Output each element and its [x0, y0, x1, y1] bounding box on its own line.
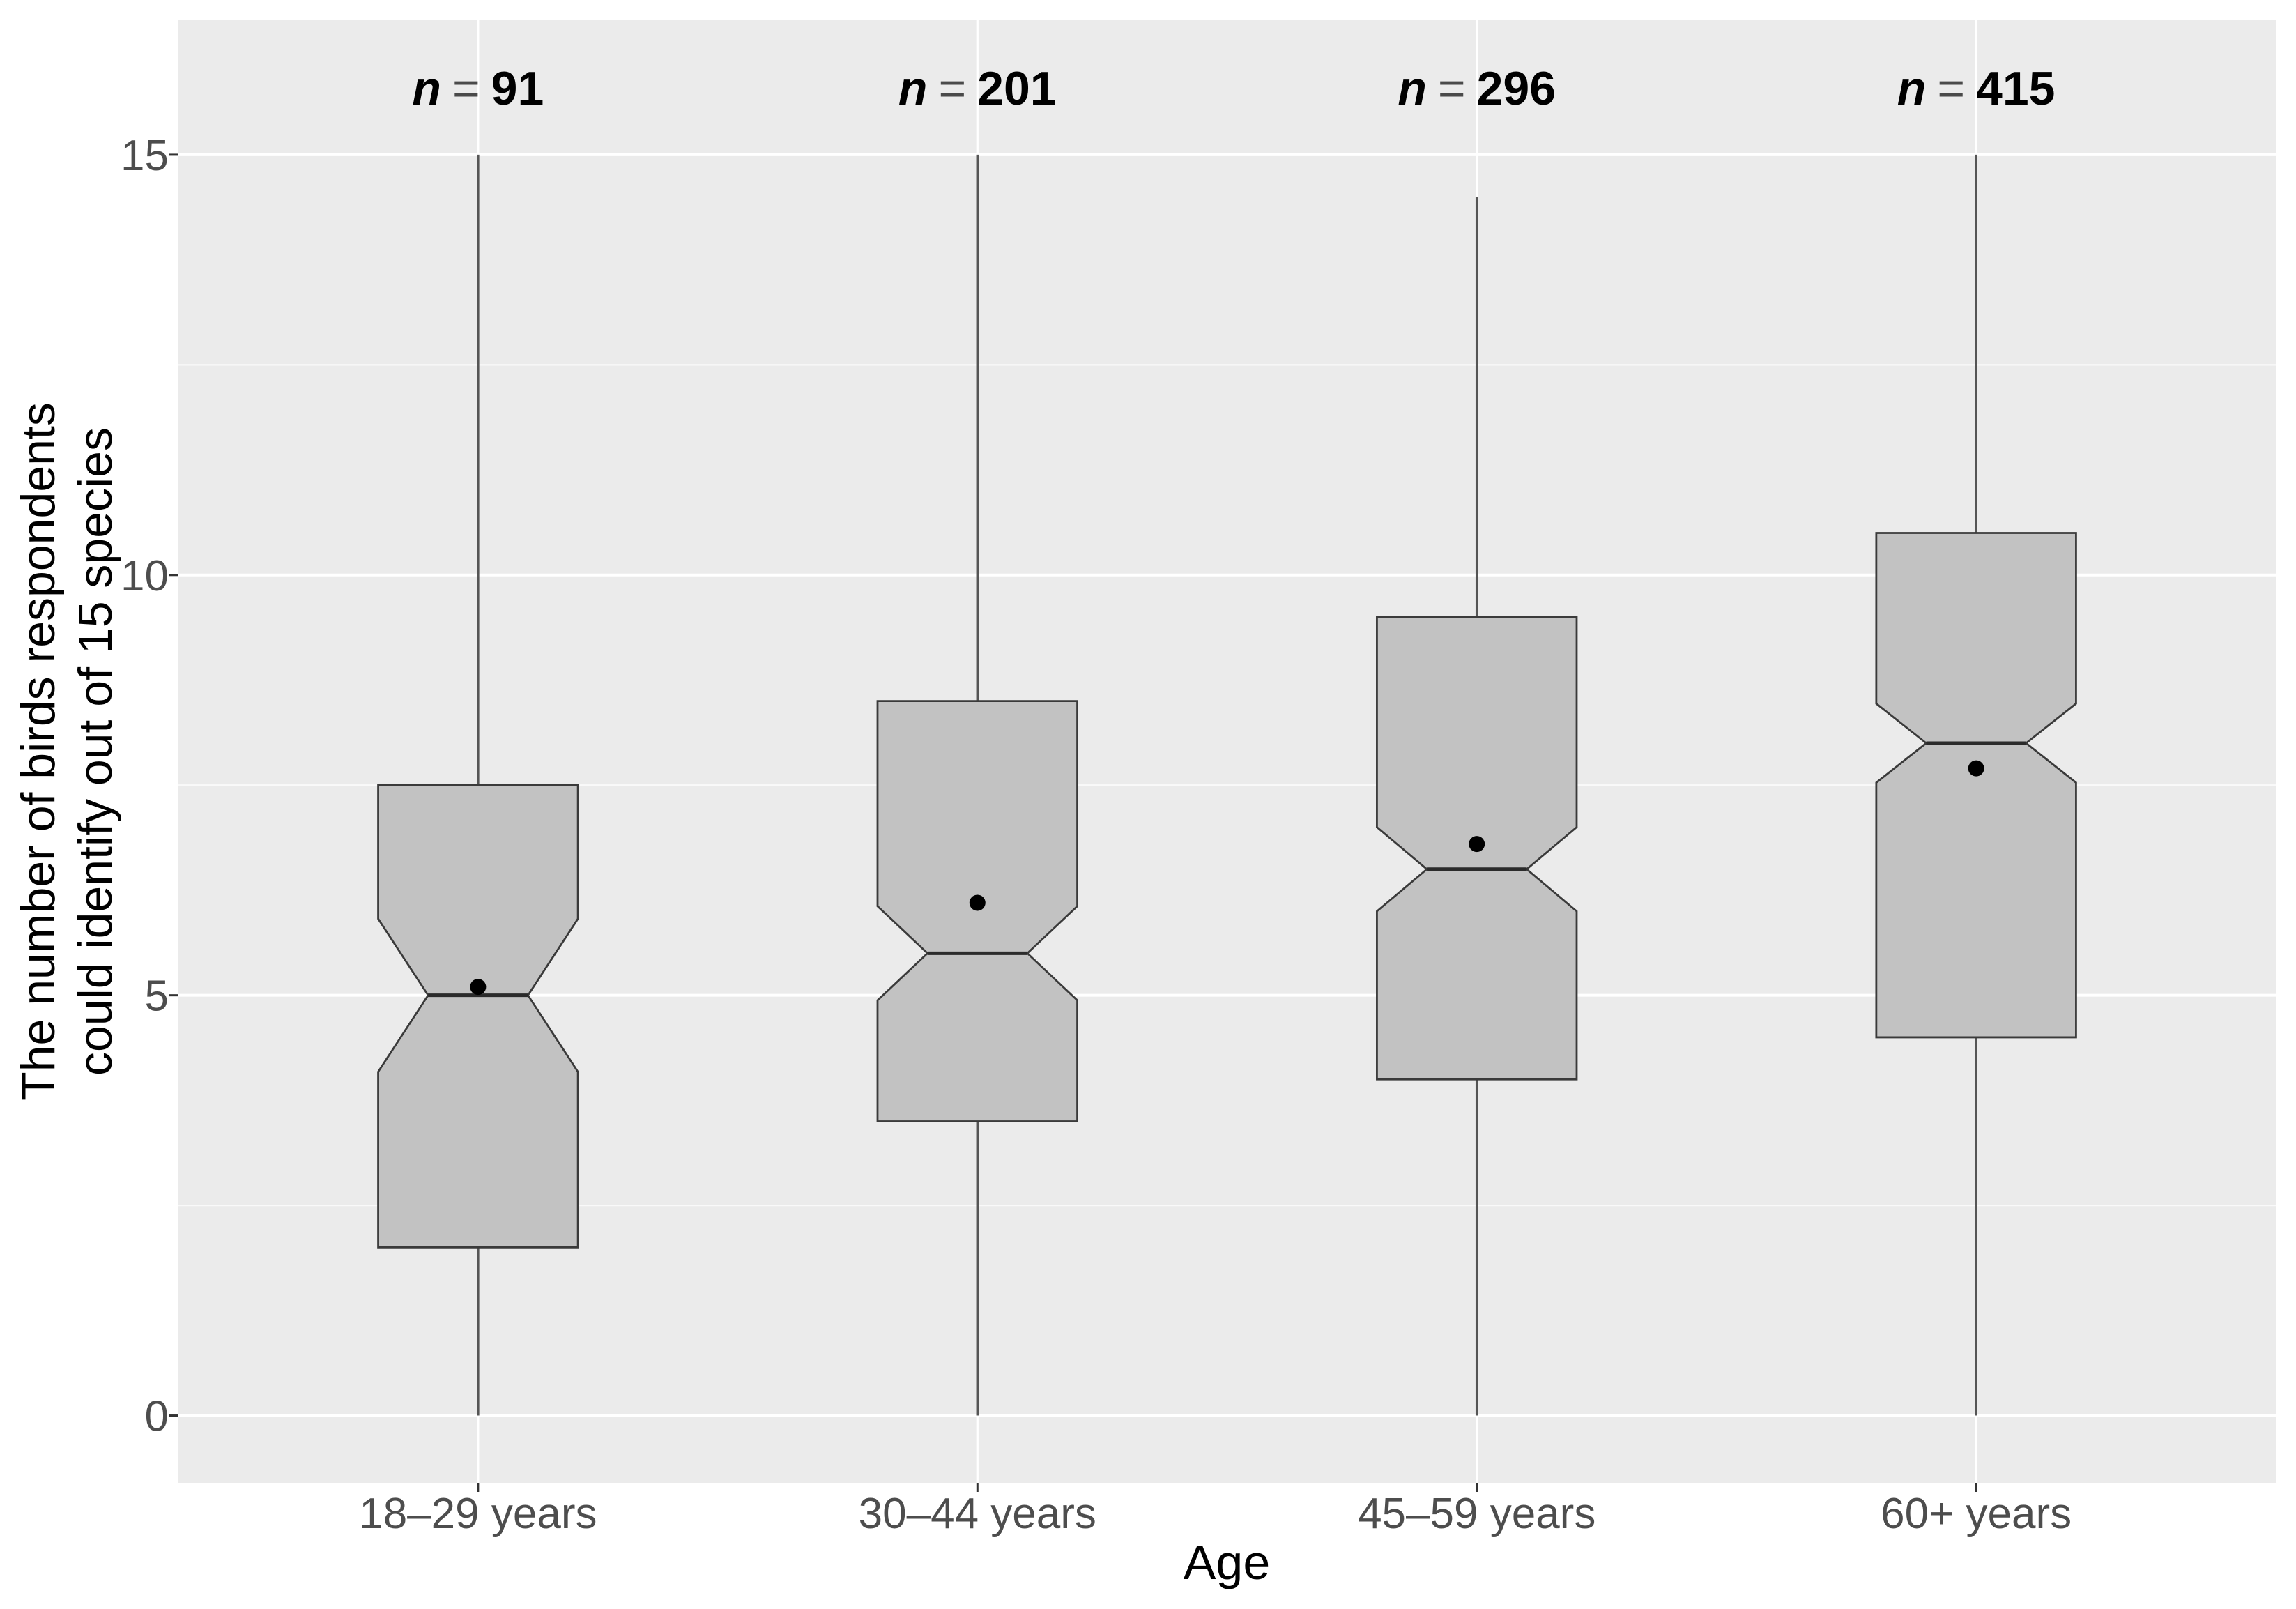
x-tick-label-3: 60+ years — [1881, 1490, 2072, 1538]
x-tick-label-0: 18–29 years — [359, 1490, 597, 1538]
n-label-prefix-3: n — [1897, 62, 1927, 115]
notched-box-1 — [876, 700, 1078, 1122]
mean-dot-0 — [470, 979, 487, 996]
y-tick-label-1: 5 — [145, 973, 169, 1021]
x-axis-title: Age — [1184, 1535, 1271, 1589]
x-tick-label-1: 30–44 years — [859, 1490, 1096, 1538]
n-label-equals-3: = — [1937, 62, 1965, 115]
n-label-2: n = 296 — [1398, 62, 1556, 115]
n-label-prefix-0: n — [412, 62, 441, 115]
n-label-1: n = 201 — [898, 62, 1057, 115]
mean-dot-1 — [969, 894, 986, 911]
n-label-value-1: 201 — [977, 62, 1056, 115]
x-tick-label-2: 45–59 years — [1358, 1490, 1595, 1538]
n-label-equals-1: = — [938, 62, 966, 115]
n-label-equals-2: = — [1438, 62, 1466, 115]
n-label-0: n = 91 — [412, 62, 544, 115]
y-tick-label-3: 15 — [121, 132, 169, 180]
y-axis-title-line-1: The number of birds respondents — [12, 402, 65, 1101]
n-label-3: n = 415 — [1897, 62, 2056, 115]
notched-box-0 — [377, 784, 579, 1249]
y-tick-label-2: 10 — [121, 552, 169, 600]
boxplot-group-2 — [1376, 197, 1578, 1416]
y-tick-label-0: 0 — [145, 1393, 169, 1441]
n-label-value-2: 296 — [1477, 62, 1556, 115]
boxplot-group-0 — [377, 154, 579, 1416]
boxplot-group-1 — [876, 154, 1078, 1416]
boxplot-group-3 — [1875, 154, 2077, 1416]
n-label-equals-0: = — [452, 62, 480, 115]
y-axis-title-line-2: could identify out of 15 species — [69, 427, 122, 1076]
mean-dot-3 — [1968, 760, 1984, 777]
n-label-prefix-1: n — [898, 62, 928, 115]
n-label-value-0: 91 — [491, 62, 544, 115]
notched-box-3 — [1875, 532, 2077, 1039]
n-label-value-3: 415 — [1976, 62, 2055, 115]
n-label-prefix-2: n — [1398, 62, 1427, 115]
mean-dot-2 — [1469, 836, 1485, 853]
